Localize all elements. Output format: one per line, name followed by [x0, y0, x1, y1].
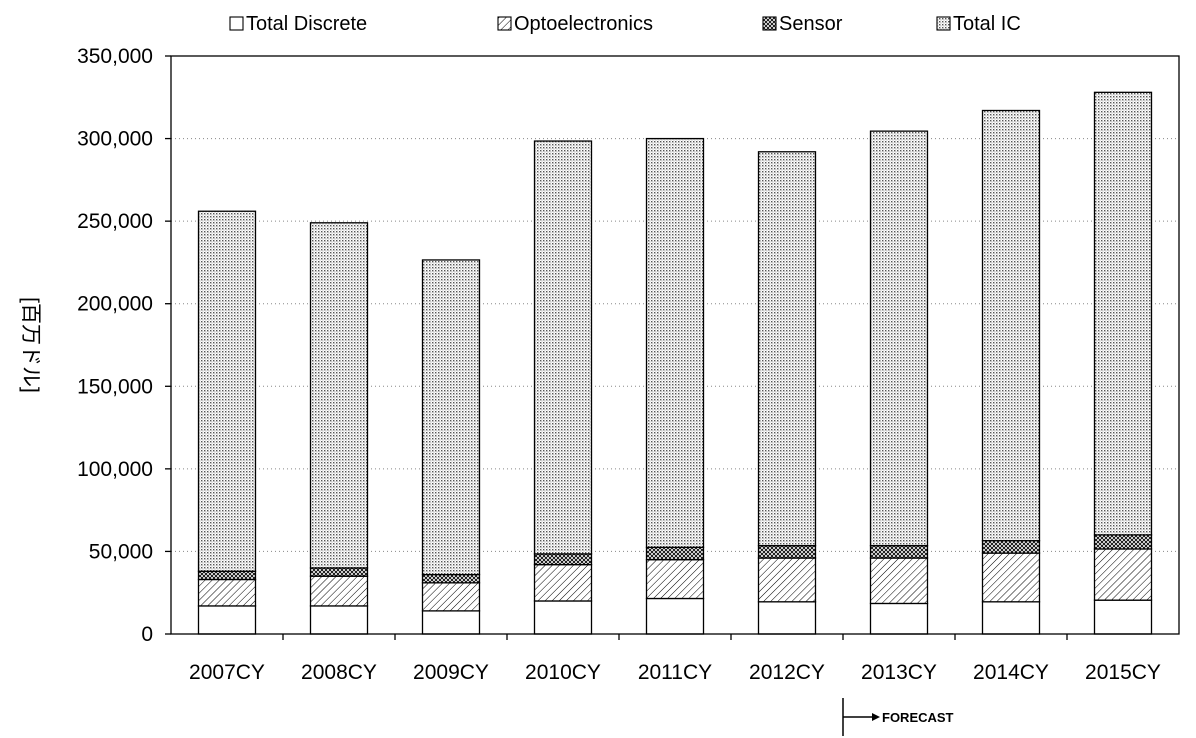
forecast-label: FORECAST — [882, 710, 954, 725]
bar-segment-total-discrete — [981, 601, 1041, 635]
bar-segment-optoelectronics — [533, 563, 593, 602]
bar-segment-sensor — [533, 553, 593, 566]
bar-segment-optoelectronics — [869, 557, 929, 605]
x-tick-label: 2007CY — [189, 661, 265, 684]
bar-segment-total-discrete — [645, 597, 705, 635]
bar-segment-sensor — [1093, 534, 1153, 550]
forecast-arrowhead — [872, 713, 880, 721]
legend-label: Total IC — [953, 13, 1021, 35]
x-tick-label: 2012CY — [749, 661, 825, 684]
bar-segment-total-ic — [197, 210, 257, 572]
legend-swatch — [936, 16, 951, 31]
bar-segment-optoelectronics — [645, 559, 705, 600]
y-tick-labels: 0 50,000 100,000 150,000 200,000 250,000 300,0… — [77, 45, 153, 646]
legend-swatch — [762, 16, 777, 31]
bar-segment-sensor — [757, 544, 817, 559]
legend-label: Optoelectronics — [514, 13, 653, 35]
bar-segment-total-ic — [1093, 91, 1153, 536]
y-tick-label: 350,000 — [77, 45, 153, 68]
x-tick-label: 2008CY — [301, 661, 377, 684]
bar-segment-optoelectronics — [197, 578, 257, 607]
y-tick-label: 250,000 — [77, 210, 153, 233]
bar-segment-optoelectronics — [757, 557, 817, 603]
x-tick-label: 2015CY — [1085, 661, 1161, 684]
x-tick-label: 2011CY — [638, 661, 712, 684]
bar-segment-sensor — [309, 567, 369, 577]
x-tick-label: 2010CY — [525, 661, 601, 684]
bar-segment-total-ic — [981, 109, 1041, 542]
bar-segment-total-ic — [869, 130, 929, 547]
bar-segment-optoelectronics — [1093, 548, 1153, 601]
legend: Total Discrete Optoelectronics Sensor Total… — [229, 13, 1021, 35]
bar-segment-sensor — [981, 540, 1041, 554]
legend-swatch — [497, 16, 512, 31]
bar-segment-total-discrete — [869, 602, 929, 635]
bar-segment-total-discrete — [197, 605, 257, 635]
bar-segment-total-ic — [309, 222, 369, 569]
y-tick-label: 100,000 — [77, 458, 153, 481]
bar-segment-total-ic — [533, 140, 593, 555]
bars — [197, 91, 1153, 635]
forecast-annotation: FORECAST — [842, 698, 954, 736]
x-tick-label: 2013CY — [861, 661, 937, 684]
plot-frame — [170, 55, 1180, 635]
bar-segment-total-discrete — [309, 605, 369, 635]
bar-segment-sensor — [421, 573, 481, 584]
bar-segment-total-discrete — [757, 601, 817, 635]
bar-segment-total-discrete — [1093, 599, 1153, 635]
axes — [165, 55, 1180, 640]
bar-segment-sensor — [869, 544, 929, 559]
bar-segment-total-ic — [645, 137, 705, 548]
bar-segment-optoelectronics — [421, 582, 481, 612]
bar-segment-sensor — [197, 570, 257, 581]
bar-segment-total-discrete — [533, 600, 593, 635]
x-tick-label: 2014CY — [973, 661, 1049, 684]
y-axis-label: [百万ドル] — [19, 297, 42, 393]
bar-segment-total-discrete — [421, 610, 481, 635]
legend-label: Sensor — [779, 13, 843, 35]
y-tick-label: 150,000 — [77, 375, 153, 398]
y-tick-label: 50,000 — [89, 540, 153, 563]
bar-segment-optoelectronics — [309, 575, 369, 607]
y-tick-label: 300,000 — [77, 128, 153, 151]
x-tick-labels: 2007CY 2008CY 2009CY 2010CY 2011CY 2012CY 2013… — [189, 661, 1161, 684]
bar-segment-optoelectronics — [981, 552, 1041, 603]
x-tick-label: 2009CY — [413, 661, 489, 684]
bar-segment-total-ic — [421, 259, 481, 576]
legend-swatch — [229, 16, 244, 31]
y-tick-label: 200,000 — [77, 293, 153, 316]
legend-label: Total Discrete — [246, 13, 367, 35]
bar-segment-total-ic — [757, 151, 817, 547]
bar-segment-sensor — [645, 546, 705, 561]
y-tick-label: 0 — [141, 623, 153, 646]
